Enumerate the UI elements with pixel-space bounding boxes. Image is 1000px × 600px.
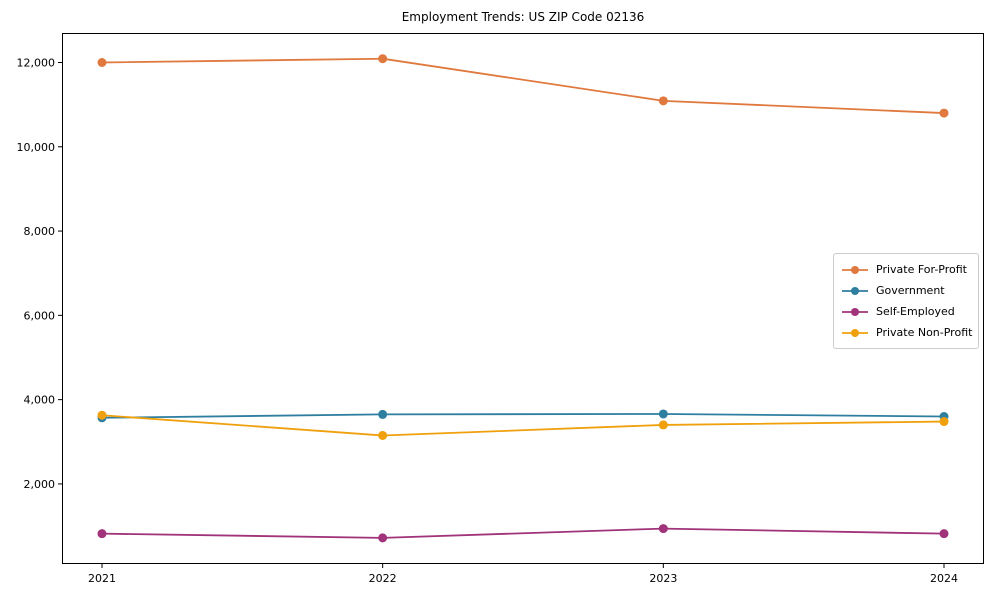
data-point-government-2022 bbox=[378, 409, 388, 419]
y-tick-label: 8,000 bbox=[24, 225, 56, 238]
data-point-self-employed-2023 bbox=[658, 524, 668, 534]
plot-frame bbox=[62, 33, 984, 564]
y-tick-label: 6,000 bbox=[24, 309, 56, 322]
y-tick-label: 10,000 bbox=[17, 141, 56, 154]
legend-label: Self-Employed bbox=[876, 304, 955, 318]
data-point-private-for-profit-2022 bbox=[378, 54, 388, 64]
legend-item-government: Government bbox=[841, 280, 970, 301]
x-tick-label: 2024 bbox=[930, 572, 958, 585]
chart-title: Employment Trends: US ZIP Code 02136 bbox=[401, 10, 645, 24]
x-tick-label: 2022 bbox=[369, 572, 397, 585]
legend-marker-icon bbox=[842, 307, 868, 316]
legend-marker-icon bbox=[842, 286, 868, 295]
data-point-private-for-profit-2021 bbox=[97, 58, 107, 67]
x-tick-label: 2023 bbox=[649, 572, 677, 585]
data-point-private-non-profit-2021 bbox=[97, 410, 107, 420]
legend-label: Private Non-Profit bbox=[876, 325, 973, 339]
data-point-self-employed-2024 bbox=[939, 529, 949, 539]
y-tick-label: 2,000 bbox=[24, 478, 56, 491]
y-tick-label: 12,000 bbox=[17, 57, 56, 70]
data-point-private-non-profit-2024 bbox=[939, 417, 949, 427]
legend-label: Government bbox=[876, 283, 945, 297]
legend: Private For-Profit Government Self-Employe… bbox=[833, 253, 979, 349]
legend-item-private-non-profit: Private Non-Profit bbox=[841, 322, 973, 343]
data-point-self-employed-2021 bbox=[97, 529, 107, 539]
data-point-private-for-profit-2024 bbox=[939, 108, 949, 118]
data-point-private-non-profit-2023 bbox=[658, 420, 668, 430]
legend-marker-icon bbox=[842, 328, 868, 337]
legend-item-self-employed: Self-Employed bbox=[841, 301, 970, 322]
data-point-private-for-profit-2023 bbox=[658, 96, 668, 106]
line-series-private-non-profit bbox=[101, 414, 945, 437]
line-series-government bbox=[101, 413, 945, 419]
data-point-government-2023 bbox=[658, 409, 668, 419]
legend-item-private-for-profit: Private For-Profit bbox=[841, 259, 970, 280]
legend-label: Private For-Profit bbox=[876, 262, 967, 276]
y-tick-label: 4,000 bbox=[24, 394, 56, 407]
x-tick-label: 2021 bbox=[88, 572, 116, 585]
legend-marker-icon bbox=[842, 265, 868, 274]
data-point-self-employed-2022 bbox=[378, 533, 388, 543]
line-series-private-for-profit bbox=[101, 57, 945, 114]
data-point-private-non-profit-2022 bbox=[378, 430, 388, 440]
line-series-self-employed bbox=[101, 527, 945, 539]
